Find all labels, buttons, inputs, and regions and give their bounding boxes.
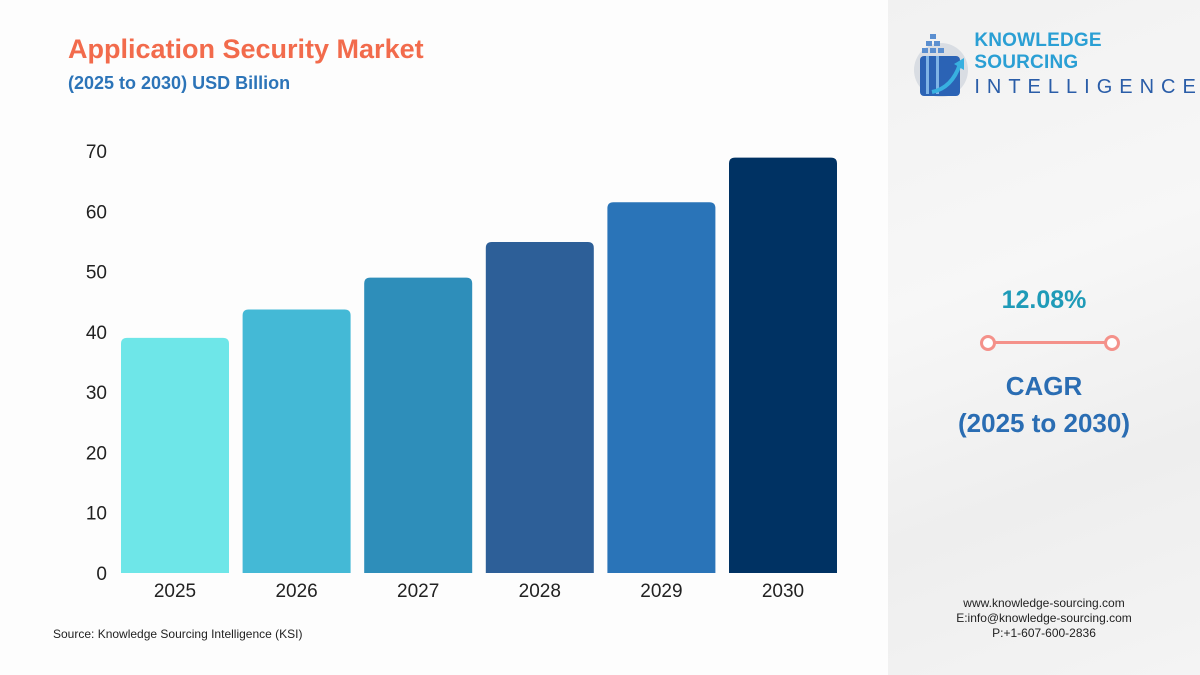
- logo-text-line1: KNOWLEDGE SOURCING: [974, 29, 1102, 73]
- contact-website[interactable]: www.knowledge-sourcing.com: [963, 596, 1125, 610]
- bar-2027: [364, 277, 473, 573]
- chart-title: Application Security Market: [68, 34, 424, 64]
- x-tick-label: 2027: [397, 581, 439, 602]
- x-tick-label: 2029: [640, 581, 682, 602]
- bar-2029: [607, 202, 716, 573]
- logo-text-line2: INTELLIGENCE: [974, 75, 1200, 98]
- y-tick-label: 70: [86, 142, 107, 163]
- logo: KNOWLEDGE SOURCING INTELLIGENCE: [912, 28, 1200, 100]
- cagr-dot-left: [980, 335, 996, 351]
- bar-2026: [242, 309, 351, 573]
- bar-2028: [485, 242, 594, 573]
- bar-2030: [729, 157, 837, 574]
- bar-2025: [121, 337, 229, 573]
- x-tick-label: 2028: [519, 581, 561, 602]
- y-tick-label: 20: [86, 443, 107, 464]
- y-tick-label: 60: [86, 202, 107, 223]
- cagr-label: CAGR (2025 to 2030): [888, 368, 1200, 442]
- chart-subtitle: (2025 to 2030) USD Billion: [68, 73, 291, 93]
- y-tick-label: 10: [86, 504, 107, 525]
- contact-email[interactable]: E:info@knowledge-sourcing.com: [956, 611, 1132, 625]
- x-tick-label: 2030: [762, 581, 804, 602]
- logo-icon: [914, 34, 968, 97]
- x-tick-label: 2026: [275, 581, 317, 602]
- y-tick-label: 0: [96, 564, 107, 585]
- cagr-period: (2025 to 2030): [958, 408, 1130, 438]
- contact-phone: P:+1-607-600-2836: [992, 626, 1096, 640]
- y-tick-label: 40: [86, 323, 107, 344]
- right-panel: [888, 0, 1200, 675]
- cagr-value: 12.08%: [1001, 286, 1087, 314]
- source-note: Source: Knowledge Sourcing Intelligence …: [53, 627, 303, 641]
- cagr-dot-right: [1104, 335, 1120, 351]
- y-tick-label: 50: [86, 263, 107, 284]
- cagr-text: CAGR: [1005, 371, 1083, 401]
- x-tick-label: 2025: [154, 581, 196, 602]
- y-tick-label: 30: [86, 383, 107, 404]
- cagr-divider: [986, 341, 1114, 344]
- contact-info: www.knowledge-sourcing.com E:info@knowle…: [888, 596, 1200, 641]
